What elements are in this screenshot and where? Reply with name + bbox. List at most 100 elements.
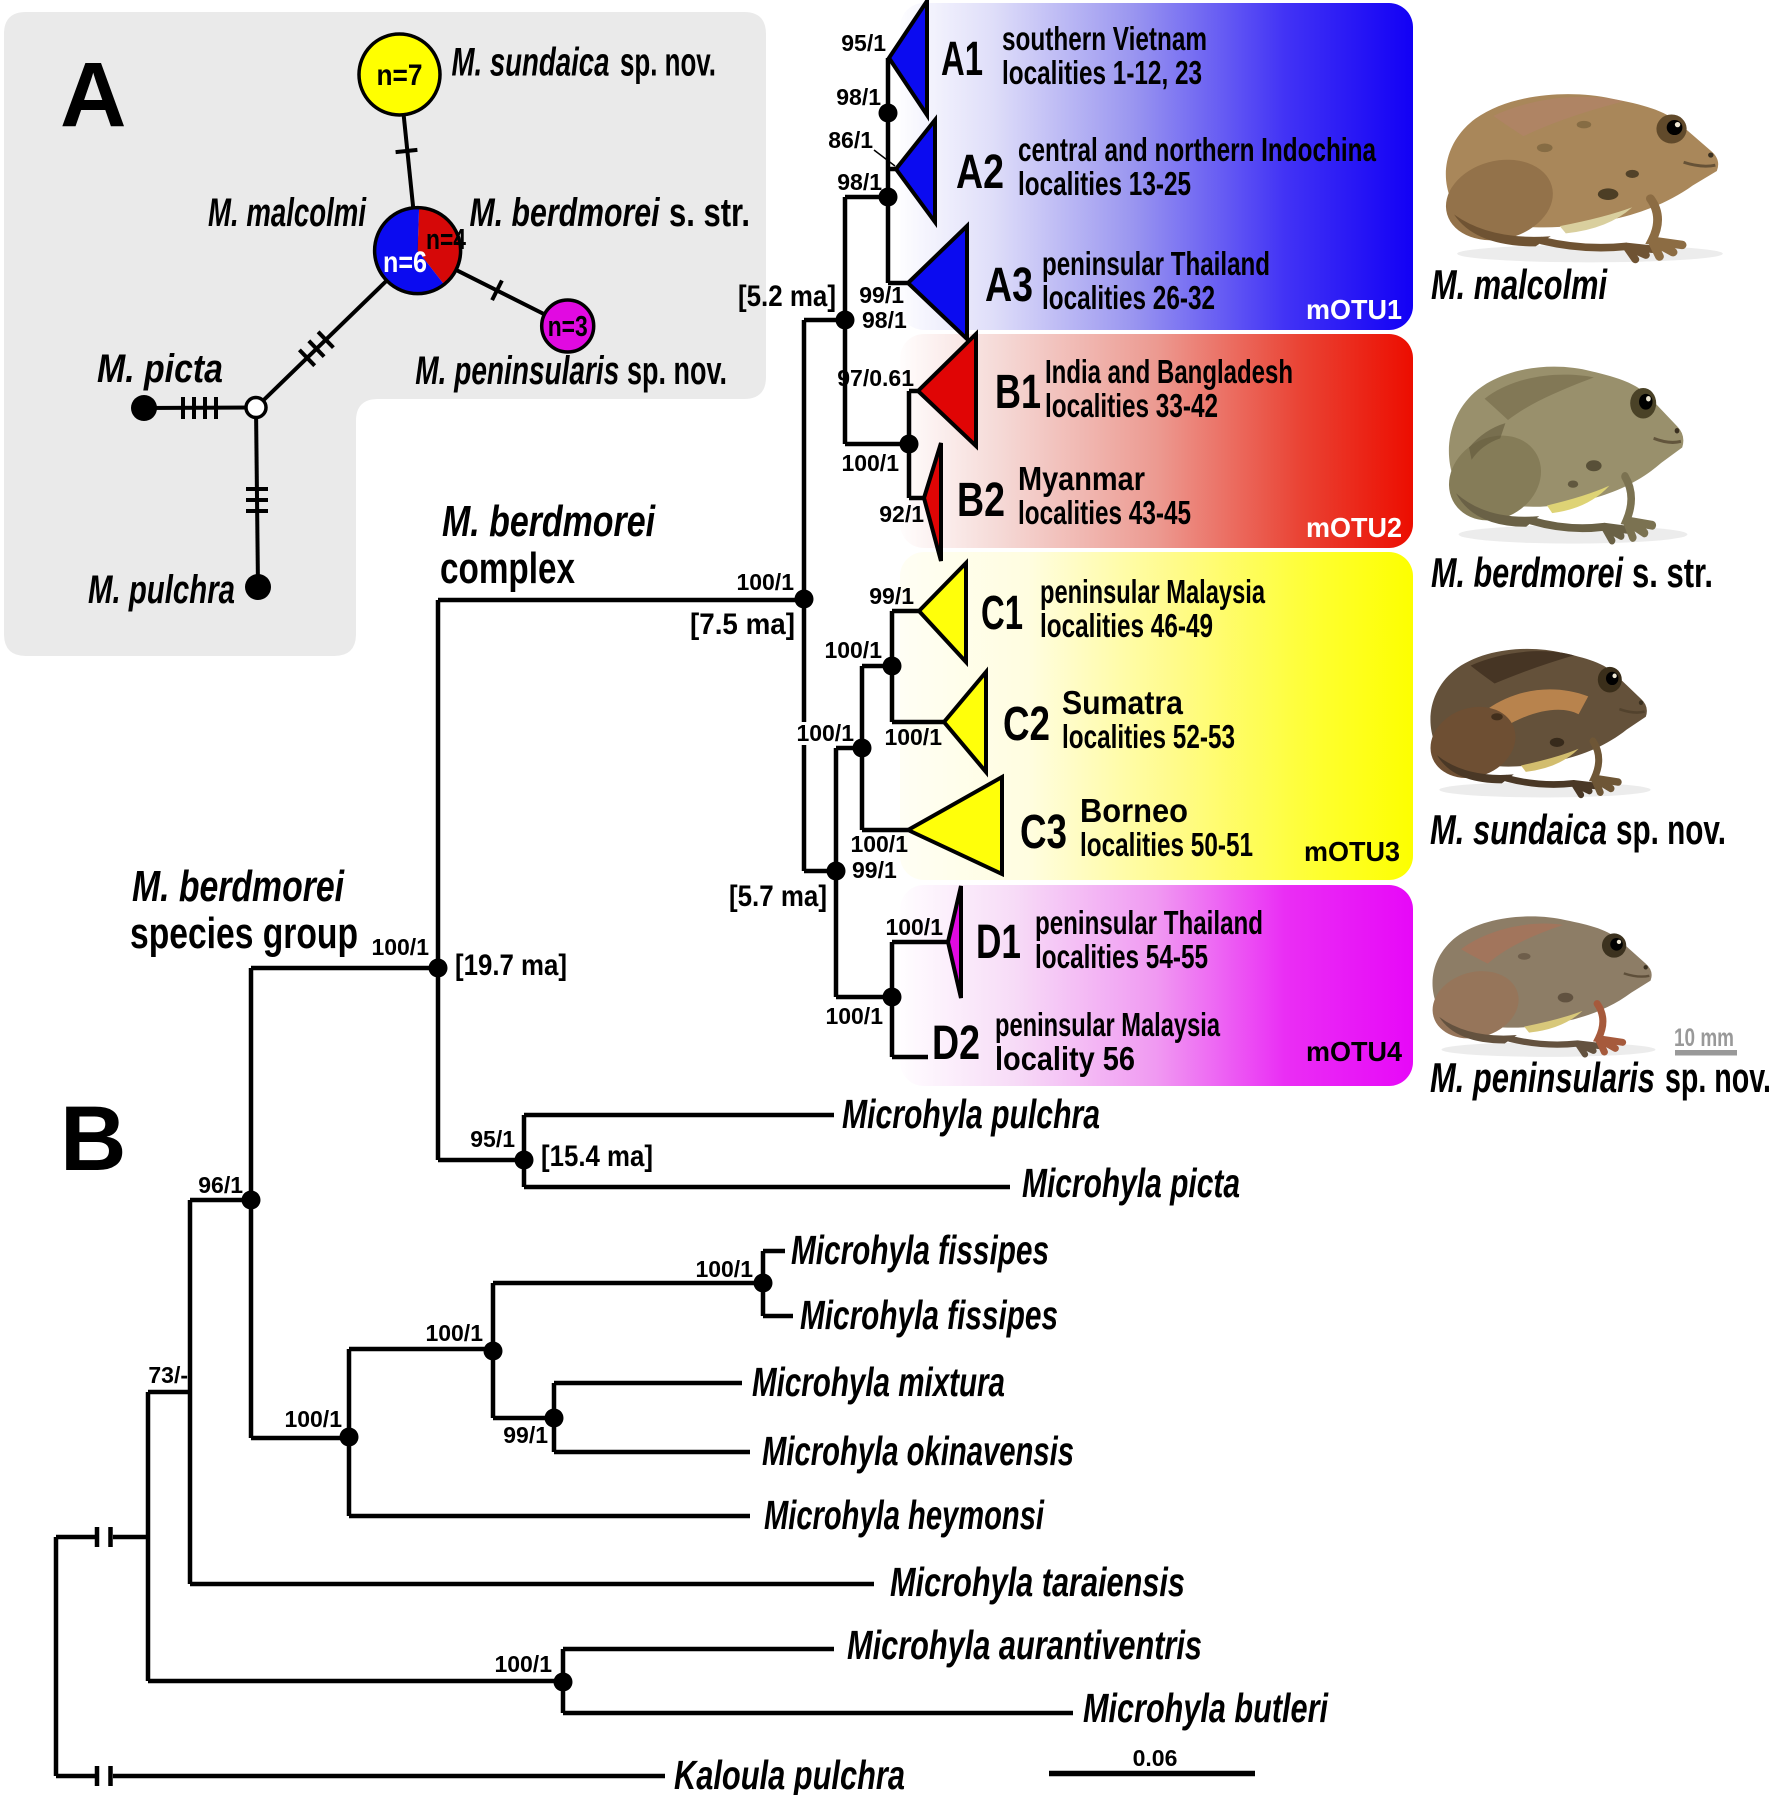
svg-text:sp. nov.: sp. nov. [1665,1054,1771,1101]
svg-text:localities 54-55: localities 54-55 [1035,938,1208,975]
svg-text:locality 56: locality 56 [995,1040,1135,1077]
svg-text:M. berdmorei: M. berdmorei [470,191,661,235]
svg-text:C1: C1 [981,587,1023,640]
svg-text:M. malcolmi: M. malcolmi [1431,261,1608,308]
svg-text:M. pulchra: M. pulchra [88,568,235,612]
svg-text:southern Vietnam: southern Vietnam [1002,20,1207,57]
svg-text:localities 50-51: localities 50-51 [1080,826,1253,863]
svg-text:92/1: 92/1 [879,501,924,527]
svg-text:Microhyla butleri: Microhyla butleri [1083,1685,1329,1731]
svg-text:mOTU1: mOTU1 [1306,294,1402,325]
svg-text:mOTU3: mOTU3 [1304,836,1400,867]
svg-text:Microhyla aurantiventris: Microhyla aurantiventris [847,1622,1202,1668]
svg-text:Kaloula pulchra: Kaloula pulchra [674,1752,905,1795]
svg-text:Microhyla picta: Microhyla picta [1022,1160,1240,1206]
svg-text:A2: A2 [956,146,1004,199]
svg-text:peninsular Thailand: peninsular Thailand [1035,904,1263,941]
svg-text:99/1: 99/1 [859,282,904,308]
svg-text:sp. nov.: sp. nov. [620,41,716,85]
svg-text:[19.7 ma]: [19.7 ma] [455,949,567,982]
svg-text:mOTU4: mOTU4 [1306,1036,1402,1067]
svg-text:M. malcolmi: M. malcolmi [208,191,367,235]
svg-text:Myanmar: Myanmar [1018,460,1145,497]
svg-text:B: B [60,1088,126,1190]
svg-text:M. picta: M. picta [97,347,223,391]
svg-text:sp. nov.: sp. nov. [627,349,727,393]
svg-text:97/0.61: 97/0.61 [837,365,914,391]
svg-text:species group: species group [130,909,358,958]
svg-text:C3: C3 [1020,806,1067,859]
svg-text:98/1: 98/1 [836,84,881,110]
svg-text:M. berdmorei: M. berdmorei [132,862,345,911]
svg-text:73/-: 73/- [148,1362,188,1388]
svg-text:100/1: 100/1 [425,1320,483,1346]
svg-text:100/1: 100/1 [284,1406,342,1432]
svg-text:s. str.: s. str. [669,191,750,235]
svg-text:Microhyla okinavensis: Microhyla okinavensis [762,1428,1074,1474]
svg-text:98/1: 98/1 [837,169,882,195]
svg-text:localities 26-32: localities 26-32 [1042,279,1215,316]
svg-text:99/1: 99/1 [503,1422,548,1448]
svg-text:Microhyla fissipes: Microhyla fissipes [800,1292,1058,1338]
svg-text:n=7: n=7 [377,59,423,92]
svg-text:100/1: 100/1 [494,1651,552,1677]
svg-text:complex: complex [440,544,575,593]
svg-text:100/1: 100/1 [824,637,882,663]
svg-text:100/1: 100/1 [841,450,899,476]
svg-text:100/1: 100/1 [695,1256,753,1282]
svg-text:100/1: 100/1 [796,720,854,746]
svg-text:B2: B2 [957,474,1005,527]
svg-text:sp. nov.: sp. nov. [1616,806,1726,853]
svg-text:Borneo: Borneo [1080,792,1188,829]
svg-text:100/1: 100/1 [884,724,942,750]
svg-text:C2: C2 [1003,698,1050,751]
svg-text:M. peninsularis: M. peninsularis [415,349,619,393]
svg-text:[7.5 ma]: [7.5 ma] [690,608,795,641]
svg-text:96/1: 96/1 [198,1172,243,1198]
svg-text:peninsular Malaysia: peninsular Malaysia [995,1006,1220,1043]
svg-text:Microhyla taraiensis: Microhyla taraiensis [890,1559,1185,1605]
svg-text:M. sundaica: M. sundaica [452,41,610,85]
svg-text:Microhyla heymonsi: Microhyla heymonsi [764,1492,1045,1538]
svg-text:Microhyla fissipes: Microhyla fissipes [791,1227,1049,1273]
svg-text:M. sundaica: M. sundaica [1430,806,1607,853]
svg-text:100/1: 100/1 [371,934,429,960]
svg-text:99/1: 99/1 [852,857,897,883]
svg-text:M. peninsularis: M. peninsularis [1430,1054,1655,1101]
svg-text:[5.2 ma]: [5.2 ma] [738,280,836,313]
svg-text:M. berdmorei: M. berdmorei [442,497,656,546]
svg-text:100/1: 100/1 [825,1003,883,1029]
svg-text:n=3: n=3 [548,311,588,343]
svg-text:central and northern Indochina: central and northern Indochina [1018,131,1376,168]
svg-text:localities 52-53: localities 52-53 [1062,718,1235,755]
svg-text:100/1: 100/1 [885,914,943,940]
svg-text:100/1: 100/1 [736,569,794,595]
svg-text:86/1: 86/1 [828,127,873,153]
svg-text:A1: A1 [941,33,983,86]
svg-text:95/1: 95/1 [470,1126,515,1152]
svg-text:0.06: 0.06 [1133,1745,1178,1771]
svg-text:10 mm: 10 mm [1674,1024,1734,1052]
svg-text:M. berdmorei: M. berdmorei [1431,549,1624,596]
svg-text:D1: D1 [976,916,1021,969]
svg-text:D2: D2 [932,1017,980,1070]
svg-text:98/1: 98/1 [862,307,907,333]
svg-text:99/1: 99/1 [869,583,914,609]
svg-text:Microhyla mixtura: Microhyla mixtura [752,1359,1005,1405]
svg-text:n=6: n=6 [383,246,427,279]
svg-text:peninsular Thailand: peninsular Thailand [1042,245,1270,282]
svg-text:Microhyla pulchra: Microhyla pulchra [842,1091,1100,1137]
svg-text:localities 46-49: localities 46-49 [1040,607,1213,644]
svg-text:B1: B1 [995,366,1041,419]
svg-text:localities 43-45: localities 43-45 [1018,494,1191,531]
svg-text:100/1: 100/1 [850,831,908,857]
svg-text:peninsular Malaysia: peninsular Malaysia [1040,573,1265,610]
svg-text:Sumatra: Sumatra [1062,684,1184,721]
svg-text:localities 13-25: localities 13-25 [1018,165,1191,202]
svg-text:A: A [60,44,126,146]
svg-text:localities 33-42: localities 33-42 [1045,387,1218,424]
svg-text:[15.4 ma]: [15.4 ma] [541,1140,653,1173]
svg-text:India and Bangladesh: India and Bangladesh [1045,353,1293,390]
svg-text:s. str.: s. str. [1632,549,1713,596]
svg-text:A3: A3 [985,259,1033,312]
